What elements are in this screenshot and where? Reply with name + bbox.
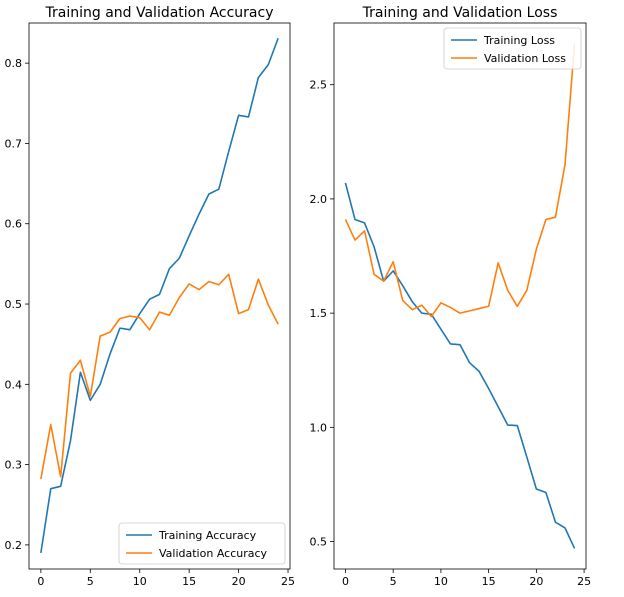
accuracy-y-tick-label: 0.6 bbox=[5, 218, 23, 231]
accuracy-plot-frame bbox=[28, 22, 291, 570]
loss-legend-label: Validation Loss bbox=[484, 52, 566, 65]
loss-x-tick-label: 15 bbox=[482, 575, 496, 588]
accuracy-x-tick-label: 0 bbox=[37, 575, 44, 588]
training-accuracy-line bbox=[40, 37, 279, 554]
accuracy-x-tick-label: 15 bbox=[182, 575, 196, 588]
loss-x-tick-label: 10 bbox=[434, 575, 448, 588]
accuracy-y-tick-label: 0.7 bbox=[5, 137, 23, 150]
accuracy-series-group bbox=[40, 37, 279, 554]
accuracy-x-tick-label: 25 bbox=[281, 575, 295, 588]
accuracy-y-tick-label: 0.2 bbox=[5, 539, 23, 552]
loss-series-group bbox=[344, 43, 576, 549]
validation-loss-line bbox=[344, 43, 576, 318]
loss-legend-box bbox=[443, 27, 582, 70]
loss-plot-frame bbox=[333, 22, 587, 570]
loss-y-tick-label: 1.0 bbox=[310, 421, 328, 434]
loss-x-tick-label: 20 bbox=[529, 575, 543, 588]
loss-legend: Training Loss Validation Loss bbox=[443, 27, 582, 70]
loss-y-tick-label: 0.5 bbox=[310, 536, 328, 549]
accuracy-legend: Training Accuracy Validation Accuracy bbox=[118, 522, 286, 565]
loss-y-tick-label: 2.0 bbox=[310, 193, 328, 206]
loss-chart: Training and Validation Loss 0 5 10 15 20 250… bbox=[310, 5, 592, 588]
validation-accuracy-line bbox=[40, 273, 279, 480]
accuracy-chart: Training and Validation Accuracy 0 5 10 15 2… bbox=[5, 5, 296, 588]
accuracy-legend-label: Validation Accuracy bbox=[159, 547, 268, 560]
accuracy-y-tick-label: 0.5 bbox=[5, 298, 23, 311]
accuracy-legend-label: Training Accuracy bbox=[158, 529, 257, 542]
accuracy-x-tick-label: 20 bbox=[232, 575, 246, 588]
loss-axes: 0 5 10 15 20 25 0.5 1.0 1.5 2.0 2.5 bbox=[310, 79, 592, 588]
accuracy-axes: 0 5 10 15 20 25 0.2 0.3 0.4 0.5 0.6 0.7 0.8 bbox=[5, 57, 296, 588]
accuracy-chart-title: Training and Validation Accuracy bbox=[45, 5, 274, 21]
accuracy-x-tick-label: 10 bbox=[133, 575, 147, 588]
loss-x-tick-label: 5 bbox=[390, 575, 397, 588]
loss-legend-label: Training Loss bbox=[483, 34, 555, 47]
loss-x-tick-label: 0 bbox=[342, 575, 349, 588]
accuracy-y-tick-label: 0.3 bbox=[5, 459, 23, 472]
accuracy-y-tick-label: 0.4 bbox=[5, 378, 23, 391]
accuracy-y-tick-label: 0.8 bbox=[5, 57, 23, 70]
loss-y-tick-label: 2.5 bbox=[310, 79, 328, 92]
loss-chart-title: Training and Validation Loss bbox=[362, 5, 558, 21]
accuracy-legend-box bbox=[118, 522, 286, 565]
loss-x-tick-label: 25 bbox=[577, 575, 591, 588]
loss-y-tick-label: 1.5 bbox=[310, 307, 328, 320]
accuracy-x-tick-label: 5 bbox=[87, 575, 94, 588]
